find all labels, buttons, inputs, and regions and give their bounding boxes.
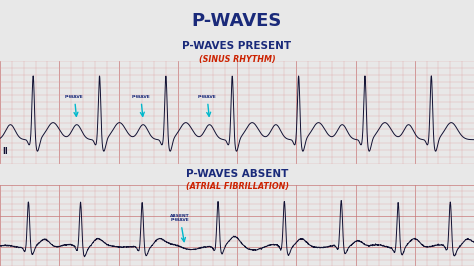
Text: (ATRIAL FIBRILLATION): (ATRIAL FIBRILLATION): [185, 182, 289, 191]
Text: II: II: [2, 147, 8, 156]
Text: P-WAVES PRESENT: P-WAVES PRESENT: [182, 41, 292, 51]
Text: P-WAVE: P-WAVE: [198, 95, 217, 116]
Text: P-WAVES: P-WAVES: [192, 12, 282, 30]
Text: P-WAVES ABSENT: P-WAVES ABSENT: [186, 169, 288, 179]
Text: P-WAVE: P-WAVE: [65, 95, 84, 116]
Text: P-WAVE: P-WAVE: [131, 95, 150, 116]
Text: ABSENT
P-WAVE: ABSENT P-WAVE: [170, 214, 190, 242]
Text: (SINUS RHYTHM): (SINUS RHYTHM): [199, 55, 275, 64]
